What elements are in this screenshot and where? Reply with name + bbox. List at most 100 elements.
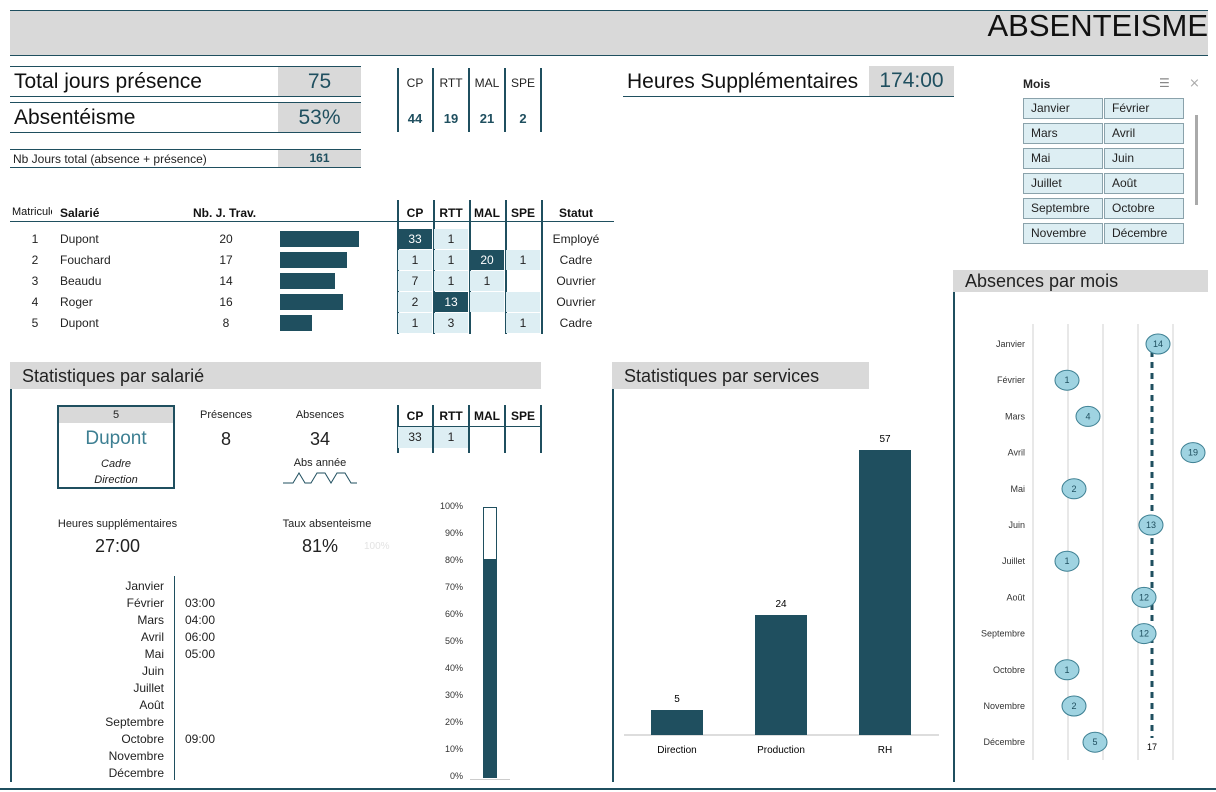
stats-cp-value: 33 <box>398 427 432 448</box>
card-status: Cadre <box>101 458 131 470</box>
row-cp: 1 <box>398 250 432 270</box>
row-statut: Ouvrier <box>556 295 596 309</box>
absences-mois-title: Absences par mois <box>953 270 1208 292</box>
hs-month-value: 03:00 <box>185 596 216 610</box>
mois-category-label: Novembre <box>983 701 1025 711</box>
row-databar <box>280 273 336 289</box>
slicer-item-juin[interactable]: Juin <box>1104 148 1184 169</box>
mois-bubble <box>1138 514 1164 536</box>
hs-month-value: 05:00 <box>185 647 216 661</box>
row-rtt: 1 <box>434 271 468 291</box>
mois-bubble-label: 2 <box>1071 701 1076 711</box>
row-mal <box>470 313 504 333</box>
hs-month-value: 04:00 <box>185 613 216 627</box>
slicer-item-septembre[interactable]: Septembre <box>1023 198 1103 219</box>
kpi-abs-label: Absentéisme <box>14 106 136 129</box>
kpi-nb-value: 161 <box>278 150 361 167</box>
gauge-tick-label: 50% <box>444 636 463 646</box>
slicer-item-mars[interactable]: Mars <box>1023 123 1103 144</box>
mois-bubble-label: 13 <box>1146 520 1156 530</box>
row-rtt: 13 <box>434 292 468 312</box>
mois-bubble <box>1061 478 1087 500</box>
summary-mal-header: MAL <box>474 76 500 90</box>
mois-category-label: Juin <box>1008 520 1025 530</box>
mois-category-label: Février <box>997 375 1025 385</box>
slicer-item-avril[interactable]: Avril <box>1104 123 1184 144</box>
gauge-tick-label: 10% <box>444 744 463 754</box>
slicer-item-février[interactable]: Février <box>1104 98 1184 119</box>
summary-mal-value: 21 <box>479 111 495 126</box>
mois-category-label: Mars <box>1005 411 1025 421</box>
col-nb: Nb. J. Trav. <box>193 206 257 220</box>
mois-bubble <box>1131 623 1157 645</box>
slicer-item-août[interactable]: Août <box>1104 173 1184 194</box>
row-nb-jours: 17 <box>219 253 233 267</box>
taux-gauge <box>483 507 497 778</box>
row-cp: 7 <box>398 271 432 291</box>
gauge-tick-label: 40% <box>444 663 463 673</box>
gauge-tick-label: 30% <box>444 690 463 700</box>
row-databar <box>280 294 344 310</box>
col-matricule: Matricule <box>12 206 52 218</box>
summary-cp-value: 44 <box>407 111 423 126</box>
overtime-label: Heures Supplémentaires <box>627 70 859 93</box>
col-statut: Statut <box>559 206 593 220</box>
mois-bubble <box>1180 442 1206 464</box>
mois-bubble-label: 19 <box>1188 448 1198 458</box>
row-matricule: 4 <box>31 295 39 309</box>
kpi-total-row: Total jours présence 75 <box>10 66 361 97</box>
services-bar <box>859 450 911 735</box>
taux-label: Taux absenteisme <box>282 518 372 530</box>
clear-filter-icon[interactable]: ⨯ <box>1189 75 1200 90</box>
row-mal <box>470 229 504 249</box>
slicer-item-octobre[interactable]: Octobre <box>1104 198 1184 219</box>
slicer-item-novembre[interactable]: Novembre <box>1023 223 1103 244</box>
hs-label: Heures supplémentaires <box>57 518 178 530</box>
slicer-scrollbar[interactable] <box>1195 115 1198 205</box>
mois-bubble-label: 5 <box>1092 737 1097 747</box>
services-bar-value: 57 <box>879 434 891 445</box>
slicer-item-mai[interactable]: Mai <box>1023 148 1103 169</box>
hs-month-value: 09:00 <box>185 732 216 746</box>
stats-spe-header: SPE <box>510 409 535 423</box>
multi-select-icon[interactable]: ☰ <box>1159 76 1170 90</box>
services-bar <box>755 615 807 735</box>
services-bar-value: 24 <box>775 599 787 610</box>
employee-table: Matricule Salarié Nb. J. Trav. CP RTT MA… <box>10 200 614 340</box>
mois-bubble <box>1131 586 1157 608</box>
row-cp: 33 <box>398 229 432 249</box>
mois-category-label: Janvier <box>996 339 1025 349</box>
services-bar-value: 5 <box>674 694 680 705</box>
card-number: 5 <box>59 407 173 423</box>
mois-category-label: Octobre <box>993 665 1025 675</box>
col-cp: CP <box>406 206 424 220</box>
mois-bubble <box>1082 731 1108 753</box>
row-mal: 1 <box>470 271 504 291</box>
services-category-label: Direction <box>657 745 696 756</box>
overtime-value: 174:00 <box>869 66 954 96</box>
mois-category-label: Décembre <box>983 737 1025 747</box>
stats-mini-table: CP RTT MAL SPE 33 1 <box>397 405 542 453</box>
row-rtt: 3 <box>434 313 468 333</box>
row-matricule: 2 <box>31 253 39 267</box>
stats-salarie-title: Statistiques par salarié <box>10 362 541 389</box>
bottom-border <box>0 788 1216 790</box>
slicer-item-juillet[interactable]: Juillet <box>1023 173 1103 194</box>
hs-month-label: Octobre <box>121 732 164 746</box>
row-databar <box>280 252 348 268</box>
slicer-item-décembre[interactable]: Décembre <box>1104 223 1184 244</box>
hs-value: 27:00 <box>94 536 141 556</box>
hs-month-label: Mai <box>144 647 164 661</box>
row-matricule: 3 <box>31 274 39 288</box>
slicer-item-janvier[interactable]: Janvier <box>1023 98 1103 119</box>
row-databar <box>280 315 312 331</box>
kpi-nb-label: Nb Jours total (absence + présence) <box>13 152 207 166</box>
taux-gauge-fill <box>484 559 496 777</box>
mois-category-label: Mai <box>1010 484 1025 494</box>
summary-spe-header: SPE <box>510 76 535 90</box>
stats-mal-header: MAL <box>474 409 500 423</box>
stats-rtt-value: 1 <box>434 427 468 448</box>
stats-services-border <box>612 362 614 782</box>
card-service: Direction <box>94 474 138 486</box>
mois-category-label: Septembre <box>981 629 1025 639</box>
